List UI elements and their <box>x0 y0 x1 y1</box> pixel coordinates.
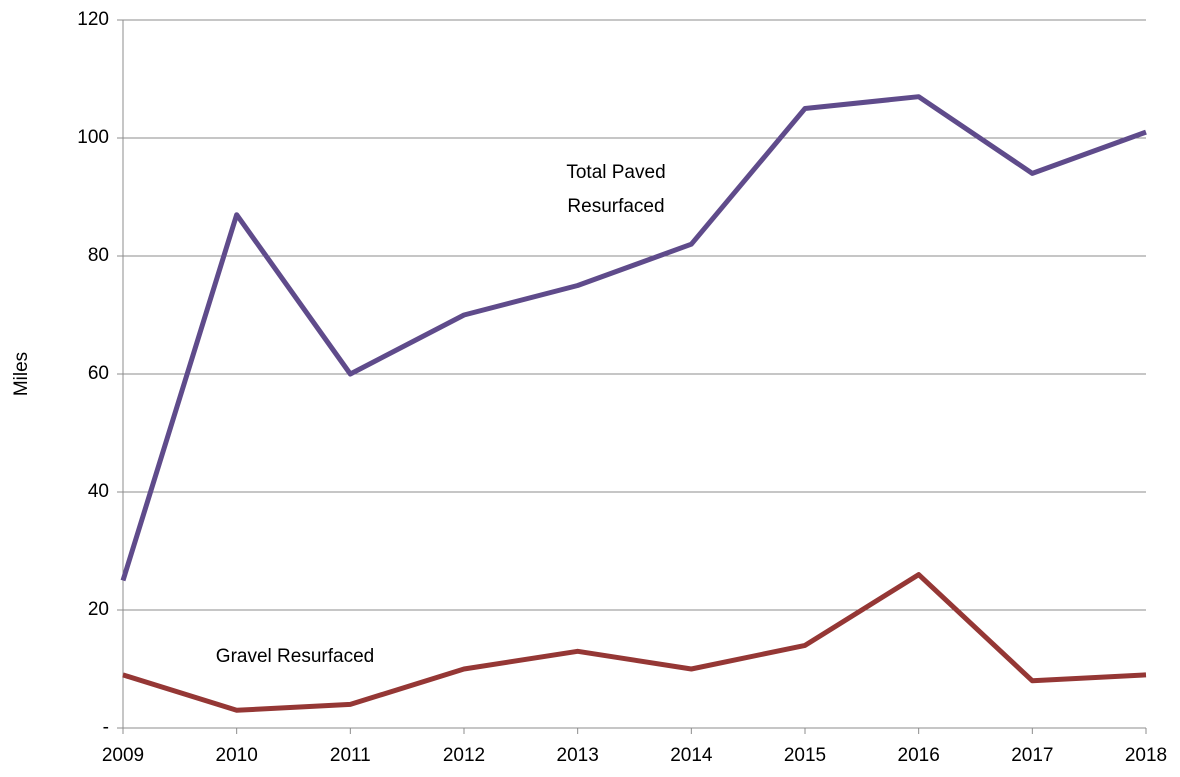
y-tick-label: 40 <box>88 481 109 502</box>
y-tick-label: 60 <box>88 363 109 384</box>
x-tick-label: 2009 <box>102 745 144 766</box>
series-label: Gravel Resurfaced <box>215 646 375 667</box>
x-tick-label: 2012 <box>443 745 485 766</box>
y-tick-label: - <box>103 717 109 738</box>
x-tick-label: 2011 <box>330 745 371 766</box>
x-tick-label: 2013 <box>557 745 599 766</box>
y-tick-label: 100 <box>77 127 109 148</box>
x-tick-label: 2010 <box>216 745 258 766</box>
line-series <box>120 94 1147 582</box>
x-tick-label: 2016 <box>898 745 940 766</box>
y-tick-label: 20 <box>88 599 109 620</box>
series-label: Total Paved Resurfaced <box>566 162 666 217</box>
y-tick-label: 80 <box>88 245 109 266</box>
y-axis-label: Miles <box>11 352 32 396</box>
y-tick-label: 120 <box>77 9 109 30</box>
x-tick-label: 2014 <box>670 745 713 766</box>
line-series <box>122 572 1147 713</box>
x-tick-label: 2018 <box>1125 745 1167 766</box>
x-tick-label: 2015 <box>784 745 826 766</box>
x-tick-label: 2017 <box>1011 745 1053 766</box>
